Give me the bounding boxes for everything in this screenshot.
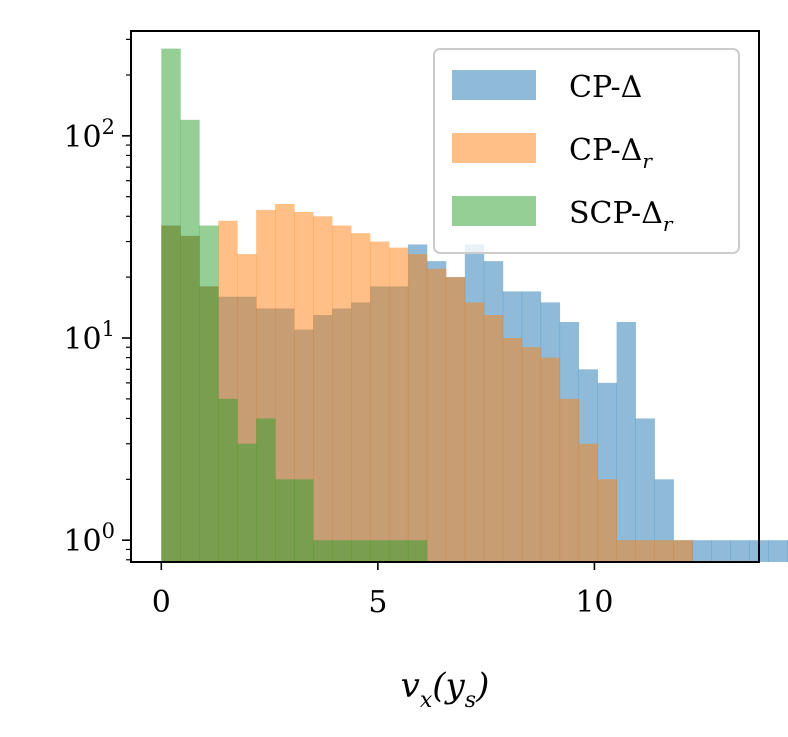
x-tick-label: 0 [152,585,171,620]
bar [332,540,352,562]
bar [597,479,617,562]
bar [673,540,693,562]
bar [464,302,485,562]
bar [730,540,750,562]
bar [369,540,390,562]
bar [635,540,655,562]
bar [616,540,636,562]
bar [407,254,428,562]
bar [332,225,352,562]
x-axis-label: vx(ys) [401,666,490,713]
legend-swatch [452,133,536,163]
bar [616,321,636,562]
y-tick-label: 101 [63,317,115,357]
bar [351,233,371,562]
ticks-layer: 0 5 10 100 101 102 [63,38,614,620]
bar [275,204,295,563]
bar [294,479,314,562]
bar [388,247,409,562]
bar [161,48,181,563]
bar [199,225,219,562]
bar [237,443,257,562]
bar [407,540,428,562]
legend-swatch [452,196,536,226]
bar [256,418,276,562]
x-tick-label: 5 [368,585,387,620]
bar [502,338,523,562]
bar [426,268,447,562]
bar [654,540,674,562]
bar [388,540,409,562]
bar [275,479,295,562]
bar [351,540,371,562]
bar [578,443,599,562]
bar [768,540,788,562]
legend: CP-Δ CP-Δr SCP-Δr [433,48,740,254]
bar [180,119,200,563]
bar [559,398,580,562]
bar [635,418,655,562]
bar [313,540,333,562]
bar [445,277,466,562]
legend-label: CP-Δr [569,133,653,173]
bar [711,540,731,562]
bar [483,314,504,562]
x-tick-label: 10 [575,585,613,620]
plot-frame [130,30,760,563]
y-tick-label: 102 [63,115,115,155]
bar [218,398,238,562]
bars-layer [161,48,788,563]
bar [294,212,314,562]
bar [369,241,390,562]
bar [521,347,542,562]
bar [540,357,561,562]
y-tick-label: 100 [63,519,115,559]
legend-swatch [452,70,536,100]
bar [313,216,333,563]
legend-label: CP-Δ [569,70,642,105]
series-2 [161,48,428,563]
bar [692,540,712,562]
legend-label: SCP-Δr [569,196,674,236]
